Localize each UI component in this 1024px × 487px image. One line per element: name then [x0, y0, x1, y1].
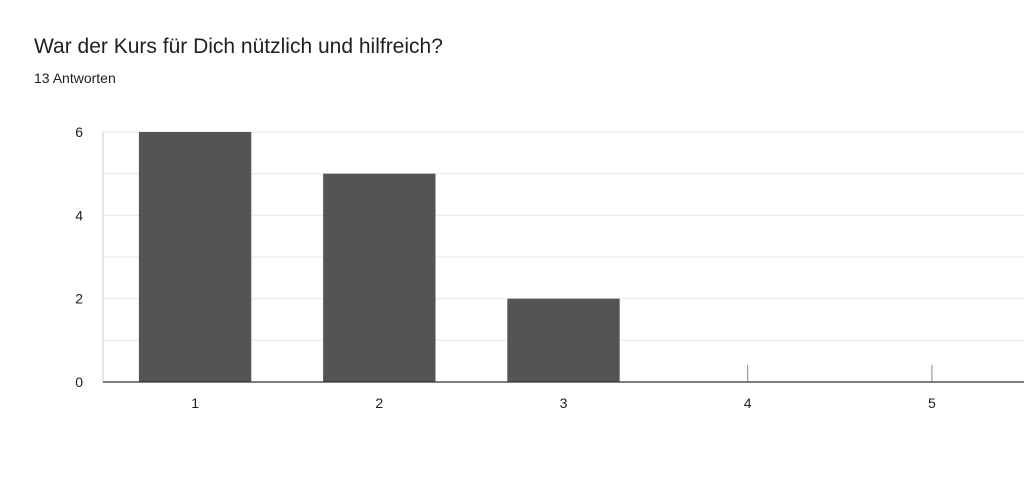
y-tick-label: 2	[75, 291, 83, 307]
bar-3	[507, 298, 620, 382]
x-tick-label: 5	[928, 395, 936, 411]
y-tick-label: 4	[75, 207, 83, 223]
x-tick-label: 1	[191, 395, 199, 411]
x-tick-label: 3	[560, 395, 568, 411]
y-tick-label: 0	[75, 374, 83, 390]
x-tick-label: 2	[375, 395, 383, 411]
response-count: 13 Antworten	[34, 70, 116, 86]
chart-title: War der Kurs für Dich nützlich und hilfr…	[34, 35, 443, 58]
bar-1	[138, 132, 252, 382]
bar-2	[323, 173, 436, 382]
y-tick-label: 6	[75, 124, 83, 140]
x-tick-label: 4	[744, 395, 752, 411]
